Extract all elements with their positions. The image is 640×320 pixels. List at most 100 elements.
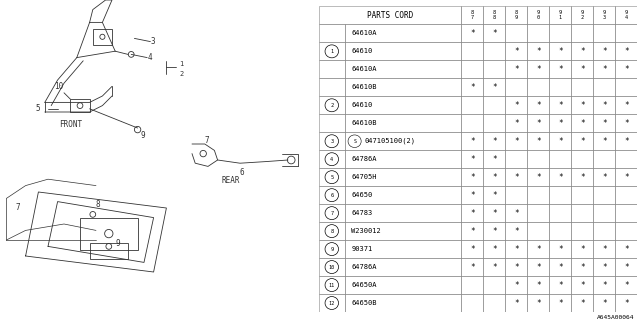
Text: *: *	[470, 29, 474, 38]
Text: *: *	[492, 191, 497, 200]
Bar	[319, 294, 345, 312]
Text: 64650: 64650	[351, 192, 372, 198]
Bar	[461, 24, 483, 42]
Bar	[483, 96, 505, 114]
Bar	[319, 276, 345, 294]
Bar	[527, 132, 549, 150]
Text: FRONT: FRONT	[59, 120, 82, 129]
Text: A645A00064: A645A00064	[596, 315, 634, 320]
Text: *: *	[536, 65, 541, 74]
Bar	[505, 204, 527, 222]
Text: *: *	[558, 299, 563, 308]
Text: 7: 7	[205, 136, 209, 145]
Text: REAR: REAR	[221, 176, 239, 185]
Bar	[505, 222, 527, 240]
Bar	[593, 276, 616, 294]
Bar	[616, 96, 637, 114]
Bar	[527, 60, 549, 78]
Text: *: *	[602, 244, 607, 253]
Bar	[527, 24, 549, 42]
Bar	[345, 204, 461, 222]
Bar	[572, 114, 593, 132]
Text: 90371: 90371	[351, 246, 372, 252]
Text: *: *	[514, 299, 518, 308]
Text: PARTS CORD: PARTS CORD	[367, 11, 413, 20]
Text: 6: 6	[330, 193, 333, 198]
Bar	[345, 24, 461, 42]
Bar	[483, 276, 505, 294]
Bar	[461, 294, 483, 312]
Text: *: *	[602, 101, 607, 110]
Text: *: *	[558, 119, 563, 128]
Bar	[593, 42, 616, 60]
Bar	[505, 132, 527, 150]
Bar	[616, 24, 637, 42]
Bar	[483, 42, 505, 60]
Text: *: *	[602, 281, 607, 290]
Bar	[593, 222, 616, 240]
Bar	[549, 186, 572, 204]
Text: 64610A: 64610A	[351, 30, 377, 36]
Bar	[483, 222, 505, 240]
Text: 1: 1	[330, 49, 333, 54]
Bar	[483, 60, 505, 78]
Bar	[461, 276, 483, 294]
Text: *: *	[470, 191, 474, 200]
Bar	[616, 78, 637, 96]
Bar	[593, 114, 616, 132]
Bar	[461, 42, 483, 60]
Text: S: S	[353, 139, 356, 144]
Text: *: *	[602, 47, 607, 56]
Text: *: *	[624, 119, 628, 128]
Text: *: *	[580, 101, 585, 110]
Bar	[527, 186, 549, 204]
Text: *: *	[536, 101, 541, 110]
Bar	[593, 258, 616, 276]
Bar	[345, 222, 461, 240]
Text: *: *	[558, 173, 563, 182]
Bar	[616, 150, 637, 168]
Bar	[505, 114, 527, 132]
Text: 64705H: 64705H	[351, 174, 377, 180]
Text: 64610: 64610	[351, 102, 372, 108]
Bar	[572, 96, 593, 114]
Text: *: *	[470, 244, 474, 253]
Bar	[527, 276, 549, 294]
Text: *: *	[558, 101, 563, 110]
Text: *: *	[602, 137, 607, 146]
Text: *: *	[536, 244, 541, 253]
Bar	[461, 168, 483, 186]
Bar	[527, 294, 549, 312]
Bar	[483, 132, 505, 150]
Bar	[527, 114, 549, 132]
Bar	[549, 6, 572, 24]
Bar	[505, 186, 527, 204]
Text: 64610B: 64610B	[351, 120, 377, 126]
Text: *: *	[514, 137, 518, 146]
Bar	[616, 114, 637, 132]
Bar	[593, 6, 616, 24]
Text: 7: 7	[330, 211, 333, 216]
Text: 9
0: 9 0	[537, 10, 540, 20]
Text: *: *	[580, 65, 585, 74]
Bar	[505, 42, 527, 60]
Bar	[505, 6, 527, 24]
Bar	[527, 240, 549, 258]
Text: *: *	[602, 119, 607, 128]
Text: *: *	[558, 262, 563, 272]
Bar	[616, 42, 637, 60]
Bar	[527, 150, 549, 168]
Bar	[572, 222, 593, 240]
Text: *: *	[514, 65, 518, 74]
Bar	[549, 150, 572, 168]
Text: *: *	[580, 119, 585, 128]
Text: *: *	[470, 227, 474, 236]
Bar	[505, 168, 527, 186]
Bar	[616, 294, 637, 312]
Bar	[483, 168, 505, 186]
Text: *: *	[602, 65, 607, 74]
Text: *: *	[536, 47, 541, 56]
Bar	[593, 294, 616, 312]
Bar	[593, 186, 616, 204]
Text: *: *	[470, 209, 474, 218]
